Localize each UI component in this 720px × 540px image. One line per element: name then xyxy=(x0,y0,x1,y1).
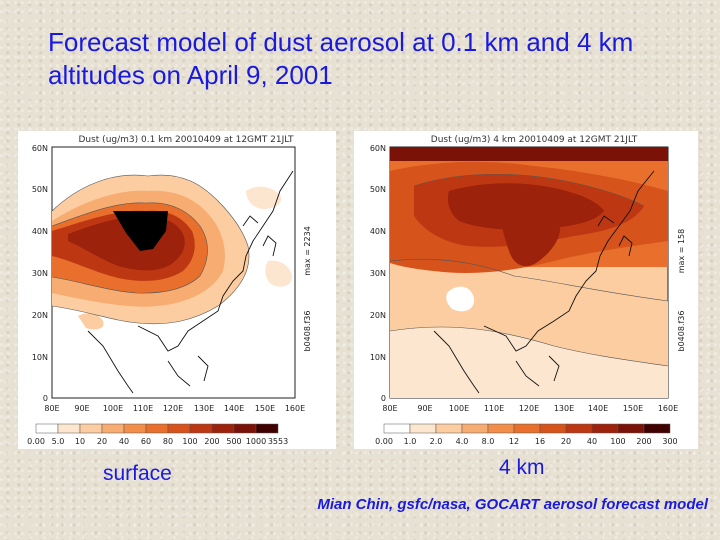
svg-text:3553: 3553 xyxy=(268,437,288,446)
slide-title: Forecast model of dust aerosol at 0.1 km… xyxy=(48,27,634,90)
svg-text:50N: 50N xyxy=(370,185,386,194)
surface-lon-ticks: 80E 90E 100E 110E 120E 130E 140E 150E 16… xyxy=(44,404,305,413)
4km-dust-map-panel: Dust (ug/m3) 4 km 20010409 at 12GMT 21JL… xyxy=(354,131,698,449)
4km-colorbar-swatch xyxy=(487,423,515,434)
svg-text:110E: 110E xyxy=(133,404,153,413)
svg-text:40N: 40N xyxy=(370,227,386,236)
svg-text:60N: 60N xyxy=(32,144,48,153)
svg-text:0: 0 xyxy=(43,394,48,403)
surface-run-label: b0408.f36 xyxy=(303,311,312,352)
surface-plot-title: Dust (ug/m3) 0.1 km 20010409 at 12GMT 21… xyxy=(78,135,294,145)
svg-text:60: 60 xyxy=(141,437,151,446)
4km-colorbar-swatch xyxy=(435,423,463,434)
4km-colorbar: 0.00 1.0 2.0 4.0 8.0 12 16 20 40 100 200… xyxy=(375,423,678,446)
4km-max-label: max = 158 xyxy=(677,229,686,274)
surface-colorbar-swatch xyxy=(145,423,169,434)
svg-text:20N: 20N xyxy=(32,311,48,320)
svg-text:60N: 60N xyxy=(370,144,386,153)
svg-text:300: 300 xyxy=(662,437,677,446)
4km-colorbar-swatch xyxy=(409,423,437,434)
surface-colorbar-swatch xyxy=(189,423,213,434)
svg-text:20: 20 xyxy=(561,437,571,446)
svg-text:80E: 80E xyxy=(44,404,59,413)
4km-colorbar-swatch xyxy=(591,423,619,434)
4km-dust-map: Dust (ug/m3) 4 km 20010409 at 12GMT 21JL… xyxy=(370,135,686,446)
svg-text:2.0: 2.0 xyxy=(430,437,443,446)
4km-colorbar-swatch xyxy=(643,423,671,434)
svg-text:16: 16 xyxy=(535,437,545,446)
svg-text:150E: 150E xyxy=(623,404,643,413)
svg-text:0.00: 0.00 xyxy=(27,437,45,446)
svg-text:30N: 30N xyxy=(370,269,386,278)
svg-text:120E: 120E xyxy=(519,404,539,413)
svg-text:90E: 90E xyxy=(74,404,89,413)
svg-text:50N: 50N xyxy=(32,185,48,194)
surface-colorbar-swatch xyxy=(123,423,147,434)
surface-colorbar-swatch xyxy=(79,423,103,434)
surface-colorbar-swatch xyxy=(211,423,235,434)
surface-colorbar-swatch xyxy=(101,423,125,434)
4km-colorbar-swatch xyxy=(383,423,411,434)
4km-caption: 4 km xyxy=(499,456,545,479)
surface-lat-ticks: 60N 50N 40N 30N 20N 10N 0 xyxy=(32,144,48,403)
svg-text:100: 100 xyxy=(182,437,197,446)
svg-text:200: 200 xyxy=(204,437,219,446)
svg-text:100: 100 xyxy=(610,437,625,446)
svg-text:4.0: 4.0 xyxy=(456,437,469,446)
svg-text:20N: 20N xyxy=(370,311,386,320)
svg-text:1.0: 1.0 xyxy=(404,437,417,446)
svg-text:5.0: 5.0 xyxy=(52,437,65,446)
svg-text:0.00: 0.00 xyxy=(375,437,393,446)
svg-text:30N: 30N xyxy=(32,269,48,278)
svg-text:0: 0 xyxy=(381,394,386,403)
svg-text:130E: 130E xyxy=(554,404,574,413)
svg-text:130E: 130E xyxy=(194,404,214,413)
svg-text:160E: 160E xyxy=(285,404,305,413)
svg-text:40: 40 xyxy=(119,437,129,446)
svg-text:500: 500 xyxy=(226,437,241,446)
4km-lat-ticks: 60N 50N 40N 30N 20N 10N 0 xyxy=(370,144,386,403)
4km-colorbar-swatch xyxy=(617,423,645,434)
svg-text:80E: 80E xyxy=(382,404,397,413)
svg-text:40N: 40N xyxy=(32,227,48,236)
4km-lon-ticks: 80E 90E 100E 110E 120E 130E 140E 150E 16… xyxy=(382,404,678,413)
surface-colorbar-swatch xyxy=(255,423,279,434)
surface-colorbar-swatch xyxy=(167,423,191,434)
svg-text:20: 20 xyxy=(97,437,107,446)
surface-max-label: max = 2234 xyxy=(303,226,312,276)
svg-text:10N: 10N xyxy=(32,353,48,362)
4km-run-label: b0408.f36 xyxy=(677,311,686,352)
svg-text:1000: 1000 xyxy=(246,437,266,446)
svg-text:200: 200 xyxy=(636,437,651,446)
surface-colorbar-swatch xyxy=(35,423,59,434)
svg-text:100E: 100E xyxy=(449,404,469,413)
svg-text:160E: 160E xyxy=(658,404,678,413)
svg-text:40: 40 xyxy=(587,437,597,446)
surface-dust-map: Dust (ug/m3) 0.1 km 20010409 at 12GMT 21… xyxy=(27,135,312,446)
4km-colorbar-swatch xyxy=(461,423,489,434)
4km-colorbar-swatch xyxy=(513,423,541,434)
svg-text:8.0: 8.0 xyxy=(482,437,495,446)
4km-colorbar-swatch xyxy=(539,423,567,434)
surface-colorbar-swatch xyxy=(233,423,257,434)
svg-text:110E: 110E xyxy=(484,404,504,413)
svg-text:150E: 150E xyxy=(255,404,275,413)
svg-text:140E: 140E xyxy=(588,404,608,413)
svg-text:80: 80 xyxy=(163,437,173,446)
credit-line: Mian Chin, gsfc/nasa, GOCART aerosol for… xyxy=(317,496,708,513)
svg-text:12: 12 xyxy=(509,437,519,446)
svg-text:120E: 120E xyxy=(163,404,183,413)
surface-colorbar: 0.00 5.0 10 20 40 60 80 100 200 500 1000… xyxy=(27,423,288,446)
surface-colorbar-swatch xyxy=(57,423,81,434)
svg-text:90E: 90E xyxy=(417,404,432,413)
surface-dust-map-panel: Dust (ug/m3) 0.1 km 20010409 at 12GMT 21… xyxy=(18,131,336,449)
surface-caption: surface xyxy=(103,462,172,485)
4km-colorbar-swatch xyxy=(565,423,593,434)
svg-text:100E: 100E xyxy=(103,404,123,413)
svg-text:140E: 140E xyxy=(224,404,244,413)
svg-text:10: 10 xyxy=(75,437,85,446)
4km-plot-title: Dust (ug/m3) 4 km 20010409 at 12GMT 21JL… xyxy=(431,135,638,145)
svg-text:10N: 10N xyxy=(370,353,386,362)
